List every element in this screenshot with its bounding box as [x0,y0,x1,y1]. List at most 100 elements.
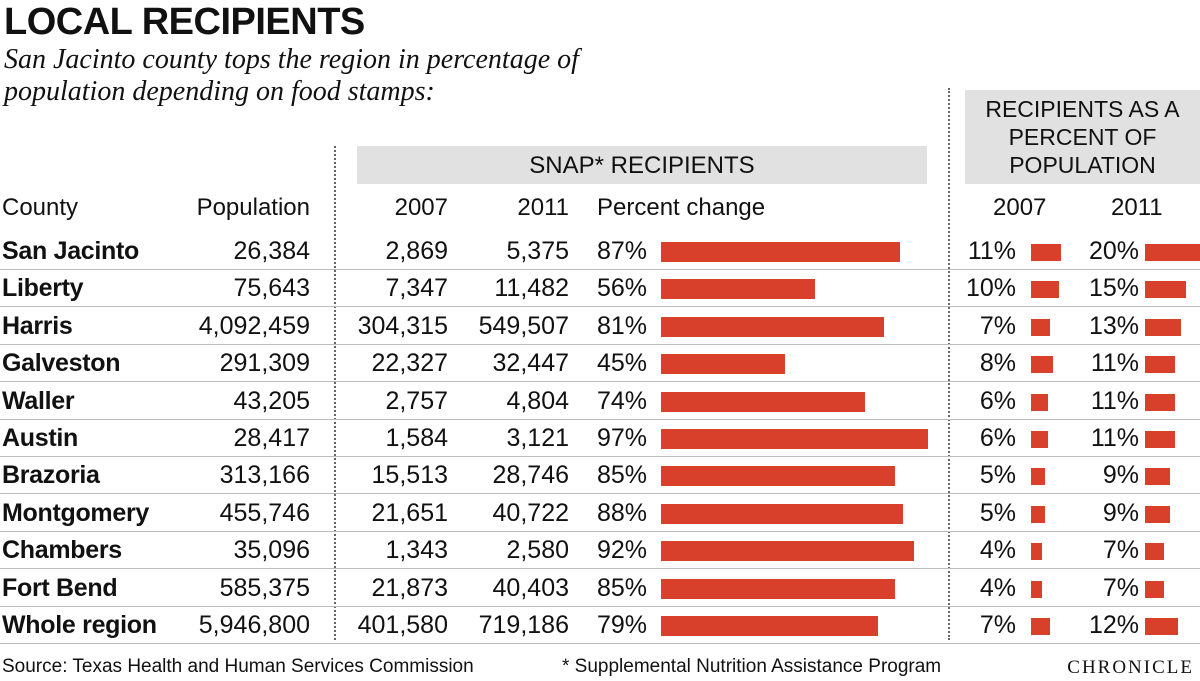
county-name: Whole region [2,611,157,639]
col-header-snap-2011: 2011 [517,194,569,221]
snap-2007-value: 22,327 [371,349,448,378]
percent-change-bar [661,466,895,487]
pct-2007-label: 8% [979,349,1016,378]
population-value: 4,092,459 [198,311,310,340]
population-value: 5,946,800 [198,611,310,639]
divider-percent [948,88,950,640]
chart-title: LOCAL RECIPIENTS [4,1,365,43]
col-header-snap-2007: 2007 [394,194,448,221]
pct-2007-bar [1031,618,1051,635]
col-header-pct-2011: 2011 [1111,194,1163,221]
pct-2011-label: 7% [1102,536,1139,565]
row-separator [0,343,1200,345]
snap-2007-value: 7,347 [385,274,448,303]
pct-2011-label: 9% [1102,498,1139,527]
chart-subtitle: San Jacinto county tops the region in pe… [4,44,579,107]
pct-2007-label: 6% [979,386,1016,415]
table-row: Harris 4,092,459 304,315 549,507 81% 7% 13% [0,308,1200,345]
pct-2011-bar [1145,393,1176,411]
pct-2007-bar [1031,281,1059,299]
percent-change-label: 88% [597,498,648,527]
population-value: 26,384 [233,237,310,265]
pct-2011-bar [1145,244,1200,261]
snap-2007-value: 21,873 [371,573,448,602]
pct-2007-label: 4% [979,573,1016,602]
percent-change-label: 81% [597,311,648,340]
pct-2007-label: 5% [979,461,1016,490]
county-name: Chambers [2,536,122,565]
pct-2007-label: 10% [965,274,1016,303]
snap-2011-value: 719,186 [478,611,569,639]
snap-2007-value: 21,651 [371,498,448,527]
snap-2011-value: 4,804 [506,386,569,415]
row-separator [0,381,1200,383]
population-value: 43,205 [233,386,310,415]
row-separator [0,456,1200,457]
table-row: Montgomery 455,746 21,651 40,722 88% 5% 9% [0,495,1200,532]
pct-2007-bar [1031,318,1051,336]
divider-snap [334,146,336,640]
footnote: * Supplemental Nutrition Assistance Prog… [562,656,942,677]
percent-of-population-header: RECIPIENTS AS A PERCENT OF POPULATION [965,90,1200,184]
row-separator [0,530,1200,532]
snap-2011-value: 28,746 [492,461,569,490]
table-row: San Jacinto 26,384 2,869 5,375 87% 11% 20% [0,233,1200,270]
snap-2011-value: 32,447 [492,349,569,378]
pct-2007-bar [1031,393,1048,411]
table-row: Brazoria 313,166 15,513 28,746 85% 5% 9% [0,457,1200,495]
snap-2007-value: 2,869 [385,237,448,265]
pct-2011-bar [1145,543,1165,561]
pct-2007-label: 5% [979,498,1016,527]
percent-change-bar [661,242,901,262]
snap-2007-value: 1,343 [385,536,448,565]
snap-recipients-header: SNAP* RECIPIENTS [357,146,927,184]
percent-change-bar [661,541,914,562]
pct-2007-label: 7% [979,611,1016,639]
table-row: Waller 43,205 2,757 4,804 74% 6% 11% [0,383,1200,420]
table-row: Austin 28,417 1,584 3,121 97% 6% 11% [0,420,1200,457]
pct-2011-label: 9% [1102,461,1139,490]
row-separator [0,306,1200,308]
row-separator [0,568,1200,570]
percent-change-bar [661,503,903,524]
population-value: 75,643 [233,274,310,303]
percent-change-label: 85% [597,461,648,490]
county-name: Brazoria [2,461,100,490]
population-value: 313,166 [219,461,310,490]
percent-change-bar [661,578,895,599]
pct-2011-bar [1145,505,1170,523]
percent-change-bar [661,316,884,337]
pct-2007-label: 7% [979,311,1016,340]
percent-change-label: 85% [597,573,648,602]
pct-2011-bar [1145,580,1165,598]
percent-change-label: 56% [597,274,648,303]
pct-2007-bar [1031,543,1042,561]
snap-2007-value: 304,315 [357,311,448,340]
pct-2011-bar [1145,468,1170,486]
county-name: Liberty [2,274,84,303]
col-header-county: County [2,194,79,221]
row-separator [0,493,1200,495]
pct-2011-label: 11% [1090,349,1139,378]
county-name: Fort Bend [2,573,118,602]
row-separator [0,418,1200,420]
row-separator [0,605,1200,607]
table-row: Whole region 5,946,800 401,580 719,186 79% 7%… [0,607,1200,644]
percent-change-label: 92% [597,536,648,565]
pct-2007-bar [1031,356,1053,374]
pct-2007-label: 11% [967,237,1016,265]
row-separator [0,269,1200,270]
county-name: Galveston [2,349,121,378]
snap-2011-value: 2,580 [506,536,569,565]
percent-change-bar [661,429,928,449]
county-name: Harris [2,311,73,340]
pct-2011-label: 12% [1088,611,1139,639]
county-name: Austin [2,424,78,452]
pct-2011-bar [1145,356,1176,374]
percent-change-label: 97% [597,424,648,452]
percent-change-label: 45% [597,349,648,378]
snap-2011-value: 40,722 [492,498,569,527]
snap-2007-value: 2,757 [385,386,448,415]
pct-2007-label: 4% [979,536,1016,565]
pct-2011-label: 13% [1088,311,1139,340]
